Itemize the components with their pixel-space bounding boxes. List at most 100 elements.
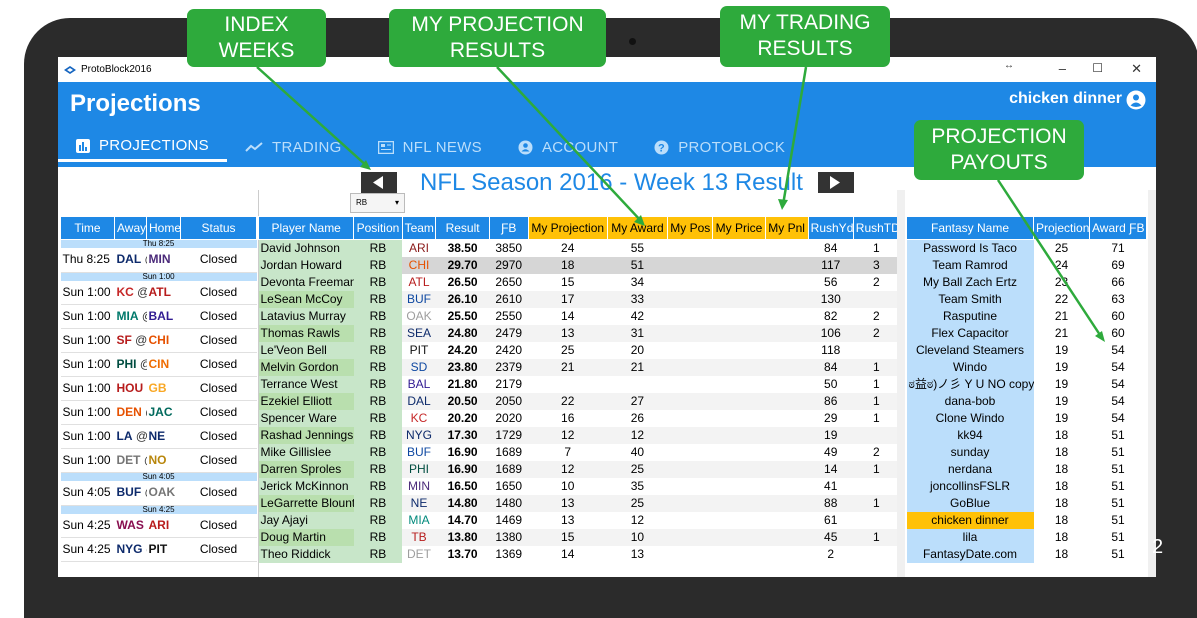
tab-trading[interactable]: TRADING xyxy=(227,132,360,162)
game-status: Closed xyxy=(180,424,257,449)
column-header[interactable]: Status xyxy=(180,216,257,240)
prev-week-button[interactable] xyxy=(361,172,397,193)
player-row[interactable]: Doug Martin RB TB 13.80 1380 15 10 45 1 xyxy=(258,529,900,546)
fantasy-row[interactable]: Cleveland Steamers 19 54 xyxy=(906,342,1147,359)
player-row[interactable]: Jay Ajayi RB MIA 14.70 1469 13 12 61 xyxy=(258,512,900,529)
column-header[interactable]: Result xyxy=(435,216,490,240)
column-header[interactable]: My Pnl xyxy=(764,216,809,240)
column-header[interactable]: Projection xyxy=(1033,216,1090,240)
player-row[interactable]: Thomas Rawls RB SEA 24.80 2479 13 31 106 2 xyxy=(258,325,900,342)
tab-nfl-news[interactable]: NFL NEWS xyxy=(360,132,500,162)
fantasy-row[interactable]: ಠ益ಠ)ノ彡 Y U NO copy 19 54 xyxy=(906,376,1147,393)
column-header[interactable]: My Pos xyxy=(667,216,714,240)
fantasy-row[interactable]: kk94 18 51 xyxy=(906,427,1147,444)
fantasy-projection: 23 xyxy=(1054,275,1069,289)
player-row[interactable]: Terrance West RB BAL 21.80 2179 50 1 xyxy=(258,376,900,393)
column-header[interactable]: RushYd xyxy=(807,216,854,240)
player-row[interactable]: Le'Veon Bell RB PIT 24.20 2420 25 20 118 xyxy=(258,342,900,359)
player-row[interactable]: Ezekiel Elliott RB DAL 20.50 2050 22 27 86 1 xyxy=(258,393,900,410)
game-status: Closed xyxy=(180,248,257,273)
fantasy-row[interactable]: dana-bob 19 54 xyxy=(906,393,1147,410)
player-row[interactable]: Devonta Freeman RB ATL 26.50 2650 15 34 56 2 xyxy=(258,274,900,291)
account-circle-icon[interactable] xyxy=(1126,90,1146,110)
maximize-button[interactable]: ☐ xyxy=(1092,61,1103,75)
callout-projection-payouts: PROJECTION PAYOUTS xyxy=(914,120,1084,180)
game-row[interactable]: Sun 1:00 LA @ NE Closed xyxy=(60,424,257,449)
tab-account[interactable]: ACCOUNT xyxy=(500,132,636,162)
tab-projections[interactable]: PROJECTIONS xyxy=(58,132,227,162)
fantasy-row[interactable]: joncollinsFSLR 18 51 xyxy=(906,478,1147,495)
minimize-button[interactable]: – xyxy=(1058,61,1066,76)
fantasy-award: 71 xyxy=(1111,241,1125,255)
player-name: Devonta Freeman xyxy=(258,274,354,291)
fb-value: 1689 xyxy=(489,461,529,478)
column-header[interactable]: Award ƑB xyxy=(1089,216,1147,240)
fantasy-award: 51 xyxy=(1111,547,1125,561)
column-header[interactable]: My Projection xyxy=(527,216,608,240)
fantasy-row[interactable]: chicken dinner 18 51 xyxy=(906,512,1147,529)
player-row[interactable]: David Johnson RB ARI 38.50 3850 24 55 84 1 xyxy=(258,239,900,257)
player-row[interactable]: LeGarrette Blount RB NE 14.80 1480 13 25 88 1 xyxy=(258,495,900,512)
column-header[interactable]: My Price xyxy=(712,216,766,240)
fantasy-row[interactable]: Clone Windo 19 54 xyxy=(906,410,1147,427)
player-row[interactable]: Latavius Murray RB OAK 25.50 2550 14 42 82 2 xyxy=(258,308,900,325)
player-row[interactable]: Rashad Jennings RB NYG 17.30 1729 12 12 19 xyxy=(258,427,900,444)
fantasy-row[interactable]: Team Ramrod 24 69 xyxy=(906,257,1147,274)
column-header[interactable]: Position xyxy=(353,216,403,240)
column-header[interactable]: Home xyxy=(146,216,181,240)
column-header[interactable]: ƑB xyxy=(488,216,529,240)
rush-yards: 130 xyxy=(808,291,854,308)
player-row[interactable]: Theo Riddick RB DET 13.70 1369 14 13 2 xyxy=(258,546,900,563)
team: BUF xyxy=(407,445,431,459)
column-header[interactable]: Team xyxy=(401,216,437,240)
column-header[interactable]: Away xyxy=(114,216,147,240)
column-header[interactable]: RushTD xyxy=(852,216,901,240)
player-row[interactable]: Jerick McKinnon RB MIN 16.50 1650 10 35 41 xyxy=(258,478,900,495)
restore-icon[interactable]: ↔ xyxy=(1004,60,1014,71)
fantasy-row[interactable]: Rasputine 21 60 xyxy=(906,308,1147,325)
fantasy-row[interactable]: GoBlue 18 51 xyxy=(906,495,1147,512)
player-row[interactable]: Darren Sproles RB PHI 16.90 1689 12 25 14 1 xyxy=(258,461,900,478)
fantasy-row[interactable]: Flex Capacitor 21 60 xyxy=(906,325,1147,342)
player-row[interactable]: LeSean McCoy RB BUF 26.10 2610 17 33 130 xyxy=(258,291,900,308)
fantasy-row[interactable]: sunday 18 51 xyxy=(906,444,1147,461)
away-team: PHI @ xyxy=(114,352,147,377)
game-row[interactable]: Sun 1:00 SF @ CHI Closed xyxy=(60,328,257,353)
fantasy-row[interactable]: Windo 19 54 xyxy=(906,359,1147,376)
fantasy-row[interactable]: nerdana 18 51 xyxy=(906,461,1147,478)
player-row[interactable]: Spencer Ware RB KC 20.20 2020 16 26 29 1 xyxy=(258,410,900,427)
player-row[interactable]: Melvin Gordon RB SD 23.80 2379 21 21 84 1 xyxy=(258,359,900,376)
fantasy-row[interactable]: My Ball Zach Ertz 23 66 xyxy=(906,274,1147,291)
fantasy-row[interactable]: lila 18 51 xyxy=(906,529,1147,546)
player-name: Terrance West xyxy=(258,376,354,393)
username-label[interactable]: chicken dinner xyxy=(1009,90,1122,107)
player-row[interactable]: Mike Gillislee RB BUF 16.90 1689 7 40 49 2 xyxy=(258,444,900,461)
tab-protoblock[interactable]: ? PROTOBLOCK xyxy=(636,132,803,162)
my-projection: 7 xyxy=(564,445,572,459)
position: RB xyxy=(353,427,403,444)
next-week-button[interactable] xyxy=(818,172,854,193)
fantasy-row[interactable]: Team Smith 22 63 xyxy=(906,291,1147,308)
fantasy-table-scrollbar[interactable] xyxy=(1148,190,1156,577)
column-header[interactable]: Time xyxy=(60,216,115,240)
close-button[interactable]: ✕ xyxy=(1131,61,1142,76)
player-table-scrollbar[interactable] xyxy=(897,190,905,577)
my-award: 12 xyxy=(630,513,645,527)
column-header[interactable]: My Award xyxy=(606,216,669,240)
fantasy-row[interactable]: FantasyDate.com 18 51 xyxy=(906,546,1147,563)
position-filter-dropdown[interactable]: RB ▾ xyxy=(350,193,405,213)
column-header[interactable]: Fantasy Name xyxy=(906,216,1034,240)
fantasy-row[interactable]: Password Is Taco 25 71 xyxy=(906,239,1147,257)
player-row[interactable]: Jordan Howard RB CHI 29.70 2970 18 51 117 3 xyxy=(258,257,900,274)
column-header[interactable]: Player Name xyxy=(257,216,355,240)
